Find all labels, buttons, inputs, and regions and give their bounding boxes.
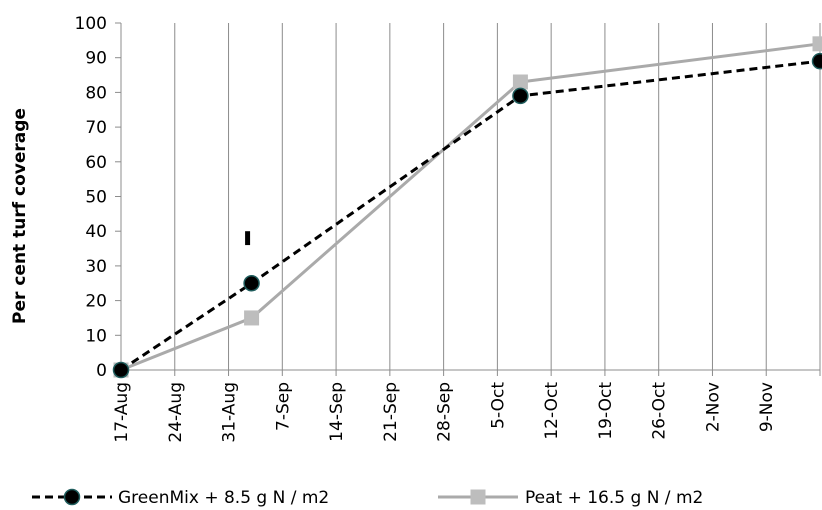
y-tick-labels: 0 10 20 30 40 50 60 70 80 90 100 <box>75 14 107 381</box>
legend-label-greenmix: GreenMix + 8.5 g N / m2 <box>118 488 329 508</box>
x-tick-label: 7-Sep <box>273 382 293 431</box>
y-tick-label: 90 <box>85 49 107 69</box>
x-tick-labels: 17-Aug 24-Aug 31-Aug 7-Sep 14-Sep 21-Sep 28-Se… <box>112 382 777 443</box>
x-tick-label: 24-Aug <box>166 382 186 443</box>
data-point-peat <box>512 74 528 90</box>
x-tick-label: 9-Nov <box>757 382 777 432</box>
x-tick-label: 19-Oct <box>596 382 616 440</box>
legend-label-peat: Peat + 16.5 g N / m2 <box>525 488 703 508</box>
x-tick-label: 17-Aug <box>112 382 132 443</box>
x-tick-label: 5-Oct <box>488 382 508 429</box>
x-tick-label: 21-Sep <box>381 382 401 442</box>
y-tick-label: 0 <box>96 361 107 381</box>
x-tick-label: 31-Aug <box>220 382 240 443</box>
legend: GreenMix + 8.5 g N / m2 Peat + 16.5 g N /… <box>32 488 703 508</box>
series-line-peat <box>120 42 821 372</box>
data-point-greenmix <box>811 52 822 70</box>
series-line-greenmix <box>120 59 821 372</box>
y-tick-label: 70 <box>85 118 107 138</box>
y-tick-label: 100 <box>75 14 107 34</box>
y-axis-title: Per cent turf coverage <box>10 108 30 324</box>
data-point-greenmix <box>512 87 529 105</box>
data-point-peat <box>812 36 822 52</box>
x-tick-label: 26-Oct <box>650 382 670 440</box>
data-point-greenmix <box>243 275 260 292</box>
y-tick-label: 40 <box>85 222 107 242</box>
legend-marker-greenmix <box>63 488 81 506</box>
data-point-greenmix <box>112 361 130 379</box>
data-point-peat <box>244 310 260 326</box>
legend-marker-peat <box>470 489 486 505</box>
series-markers <box>112 36 822 379</box>
x-tick-label: 12-Oct <box>542 382 562 440</box>
series-lines <box>120 42 821 372</box>
y-tick-label: 50 <box>85 188 107 208</box>
x-tick-label: 28-Sep <box>435 382 455 442</box>
y-tick-label: 80 <box>85 83 107 103</box>
y-tick-label: 20 <box>85 292 107 312</box>
x-tick-label: 2-Nov <box>703 382 723 432</box>
y-tick-label: 30 <box>85 257 107 277</box>
y-tick-label: 60 <box>85 153 107 173</box>
x-tick-label: 14-Sep <box>327 382 347 442</box>
vertical-gridlines <box>120 23 821 376</box>
axes <box>115 22 820 371</box>
y-tick-label: 10 <box>85 326 107 346</box>
